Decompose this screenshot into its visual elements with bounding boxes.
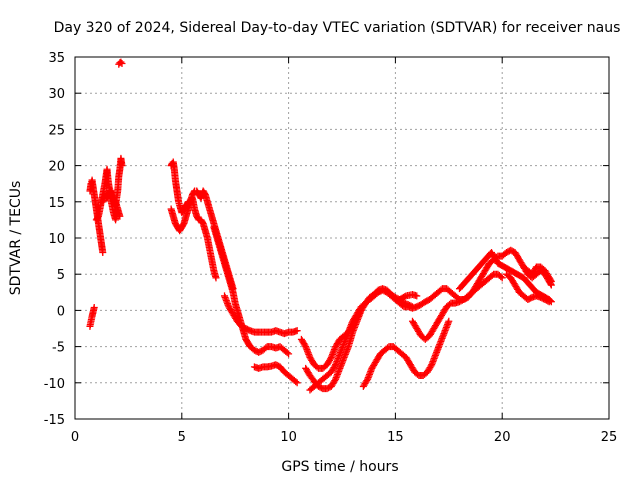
- x-tick-label: 25: [601, 430, 618, 445]
- data-point: [407, 302, 415, 310]
- x-axis: 0 5 10 15 20 25: [71, 57, 617, 445]
- x-tick-label: 0: [71, 430, 79, 445]
- y-tick-label: 35: [48, 51, 65, 66]
- y-tick-label: -15: [44, 413, 65, 428]
- y-tick-label: -5: [52, 341, 65, 356]
- data-point: [544, 297, 552, 305]
- x-tick-label: 5: [178, 430, 186, 445]
- y-tick-label: -10: [44, 377, 65, 392]
- data-point: [117, 58, 125, 66]
- y-tick-label: 10: [48, 232, 65, 247]
- data-point: [90, 304, 98, 312]
- data-point: [497, 273, 505, 281]
- data-point: [331, 377, 339, 385]
- data-point: [283, 349, 291, 357]
- x-tick-label: 20: [494, 430, 511, 445]
- data-point: [408, 303, 416, 311]
- x-tick-label: 10: [280, 430, 297, 445]
- y-tick-label: 5: [57, 268, 65, 283]
- data-point: [292, 378, 300, 386]
- grid: [75, 57, 609, 419]
- data-point: [427, 362, 435, 370]
- y-tick-label: 15: [48, 196, 65, 211]
- data-point: [326, 355, 334, 363]
- data-point: [547, 276, 555, 284]
- data-point: [118, 162, 126, 170]
- data-point: [498, 274, 506, 282]
- data-point: [331, 362, 339, 370]
- y-tick-label: 0: [57, 304, 65, 319]
- y-tick-label: 20: [48, 160, 65, 175]
- data-point: [285, 350, 293, 358]
- data-series: [86, 58, 555, 394]
- data-point: [301, 341, 309, 349]
- y-tick-label: 25: [48, 123, 65, 138]
- y-tick-label: 30: [48, 87, 65, 102]
- chart-title: Day 320 of 2024, Sidereal Day-to-day VTE…: [54, 20, 621, 36]
- x-axis-label: GPS time / hours: [281, 459, 398, 475]
- data-point: [445, 317, 453, 325]
- data-point: [99, 248, 107, 256]
- data-point: [413, 292, 421, 300]
- data-point: [547, 277, 555, 285]
- data-point: [212, 274, 220, 282]
- data-point: [293, 379, 301, 387]
- data-point: [118, 60, 126, 68]
- data-point: [114, 205, 122, 213]
- data-point: [545, 298, 553, 306]
- y-axis: -15 -10 -5 0 5 10 15 20 25 30 35: [44, 51, 609, 428]
- data-point: [363, 377, 371, 385]
- y-axis-label: SDTVAR / TECUs: [8, 181, 24, 296]
- data-point: [293, 327, 301, 335]
- x-tick-label: 15: [387, 430, 404, 445]
